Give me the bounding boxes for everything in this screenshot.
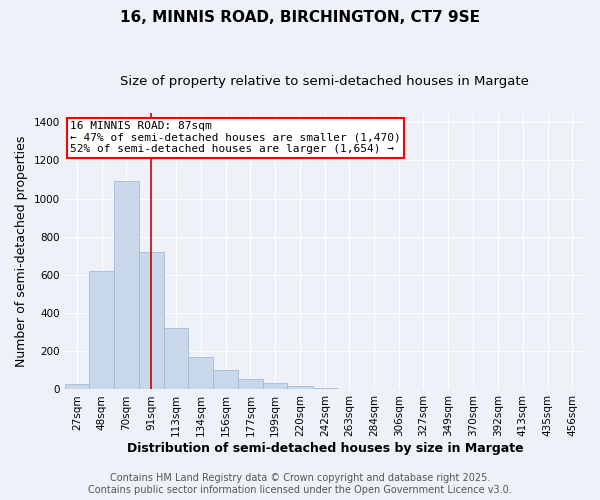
Bar bbox=[337, 388, 361, 390]
Bar bbox=[114, 182, 139, 390]
Y-axis label: Number of semi-detached properties: Number of semi-detached properties bbox=[15, 136, 28, 367]
Text: Contains HM Land Registry data © Crown copyright and database right 2025.
Contai: Contains HM Land Registry data © Crown c… bbox=[88, 474, 512, 495]
Bar bbox=[313, 388, 337, 390]
Bar bbox=[263, 384, 287, 390]
Text: 16, MINNIS ROAD, BIRCHINGTON, CT7 9SE: 16, MINNIS ROAD, BIRCHINGTON, CT7 9SE bbox=[120, 10, 480, 25]
Bar bbox=[139, 252, 164, 390]
Bar bbox=[287, 386, 313, 390]
Bar bbox=[65, 384, 89, 390]
X-axis label: Distribution of semi-detached houses by size in Margate: Distribution of semi-detached houses by … bbox=[127, 442, 523, 455]
Bar bbox=[188, 357, 214, 390]
Text: 16 MINNIS ROAD: 87sqm
← 47% of semi-detached houses are smaller (1,470)
52% of s: 16 MINNIS ROAD: 87sqm ← 47% of semi-deta… bbox=[70, 121, 401, 154]
Bar bbox=[214, 370, 238, 390]
Bar bbox=[164, 328, 188, 390]
Bar bbox=[89, 271, 114, 390]
Title: Size of property relative to semi-detached houses in Margate: Size of property relative to semi-detach… bbox=[121, 75, 529, 88]
Bar bbox=[238, 379, 263, 390]
